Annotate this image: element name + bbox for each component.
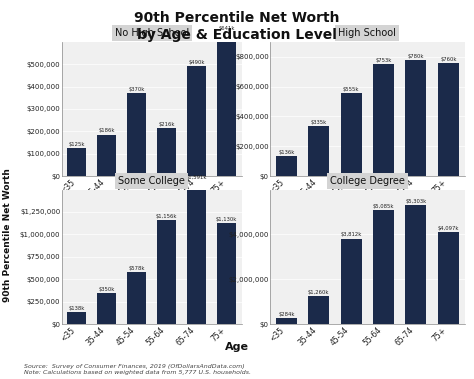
Bar [308,126,329,176]
Text: $4,097k: $4,097k [438,226,459,231]
Text: $284k: $284k [278,312,295,316]
Text: $760k: $760k [440,56,456,61]
Bar [97,293,117,324]
Text: $5,303k: $5,303k [405,199,427,204]
Text: $350k: $350k [99,287,115,291]
Text: $5,085k: $5,085k [373,204,394,209]
Bar [438,232,459,324]
Bar [405,60,427,176]
Text: $780k: $780k [408,53,424,58]
Bar [438,63,459,176]
Bar [157,128,176,176]
Text: 90th Percentile Net Worth: 90th Percentile Net Worth [3,168,11,302]
Text: $1,260k: $1,260k [308,290,329,295]
Text: $216k: $216k [158,122,175,127]
Text: $578k: $578k [128,266,145,271]
Bar [405,205,427,324]
Text: $138k: $138k [68,305,85,311]
Text: $136k: $136k [278,150,294,155]
Bar [127,272,146,324]
Text: $753k: $753k [375,58,392,63]
Bar [187,66,207,176]
Bar [341,238,362,324]
Text: Source:  Survey of Consumer Finances, 2019 (OfDollarsAndData.com)
Note: Calculat: Source: Survey of Consumer Finances, 201… [24,365,251,375]
Bar [217,33,237,176]
Bar [187,181,207,324]
Title: High School: High School [338,28,396,38]
Text: $641k: $641k [219,27,235,31]
Text: $1,591k: $1,591k [186,175,208,180]
Bar [373,64,394,176]
Bar [341,93,362,176]
Text: $335k: $335k [310,120,327,125]
Text: Age: Age [225,342,249,352]
Bar [127,93,146,176]
Bar [276,318,297,324]
Bar [217,223,237,324]
Bar [97,135,117,176]
Text: $1,156k: $1,156k [156,214,177,219]
Text: $555k: $555k [343,87,359,92]
Text: 90th Percentile Net Worth
by Age & Education Level: 90th Percentile Net Worth by Age & Educa… [134,11,340,42]
Title: College Degree: College Degree [330,176,405,186]
Bar [157,220,176,324]
Text: $3,812k: $3,812k [340,232,362,238]
Bar [67,148,86,176]
Title: No High School: No High School [115,28,189,38]
Bar [308,296,329,324]
Text: $370k: $370k [128,87,145,92]
Text: $186k: $186k [99,128,115,133]
Bar [276,156,297,176]
Title: Some College: Some College [118,176,185,186]
Text: $490k: $490k [189,60,205,65]
Text: $125k: $125k [68,142,85,147]
Text: $1,130k: $1,130k [216,217,237,222]
Bar [373,210,394,324]
Bar [67,312,86,324]
